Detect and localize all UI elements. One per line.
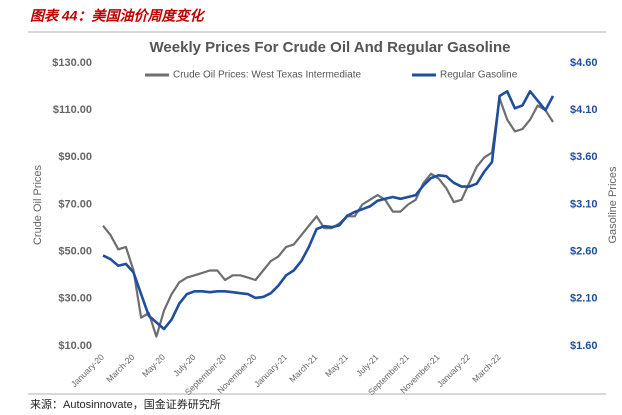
x-tick-label: January-20 (69, 352, 106, 389)
y2-tick-label: $1.60 (570, 340, 598, 352)
header: 图表 44：美国油价周度变化 (30, 8, 205, 24)
source: 来源：Autosinnovate，国金证券研究所 (30, 397, 221, 411)
x-tick-label: May-21 (323, 352, 350, 379)
y-tick-label: $30.00 (58, 293, 92, 305)
y-tick-label: $70.00 (58, 198, 92, 210)
x-tick-label: March-20 (104, 352, 137, 385)
legend-label: Crude Oil Prices: West Texas Intermediat… (173, 70, 361, 81)
legend-label: Regular Gasoline (440, 70, 518, 81)
series-line (102, 90, 555, 331)
y2-tick-label: $2.60 (570, 246, 598, 258)
y-tick-label: $110.00 (53, 104, 92, 116)
y-tick-label: $90.00 (58, 151, 92, 163)
y2-tick-label: $4.10 (570, 104, 598, 116)
x-tick-label: May-20 (140, 352, 167, 379)
y-tick-label: $50.00 (58, 246, 92, 258)
y-tick-label: $130.00 (52, 57, 92, 69)
y2-tick-label: $3.10 (570, 198, 598, 210)
chart-title: Weekly Prices For Crude Oil And Regular … (150, 39, 511, 56)
y2-tick-label: $2.10 (570, 293, 598, 305)
x-tick-label: January-22 (435, 352, 472, 389)
x-tick-label: July-20 (171, 352, 198, 379)
y2-axis-label: Gasoline Prices (607, 166, 619, 244)
x-tick-label: March-22 (470, 352, 503, 385)
series-line (102, 97, 554, 338)
x-tick-label: January-21 (252, 352, 289, 389)
x-tick-label: July-21 (354, 352, 381, 379)
y-axis-label: Crude Oil Prices (32, 164, 44, 245)
y2-tick-label: $3.60 (570, 151, 598, 163)
y-tick-label: $10.00 (58, 340, 92, 352)
y2-tick-label: $4.60 (570, 57, 598, 69)
x-tick-label: March-21 (287, 352, 320, 385)
